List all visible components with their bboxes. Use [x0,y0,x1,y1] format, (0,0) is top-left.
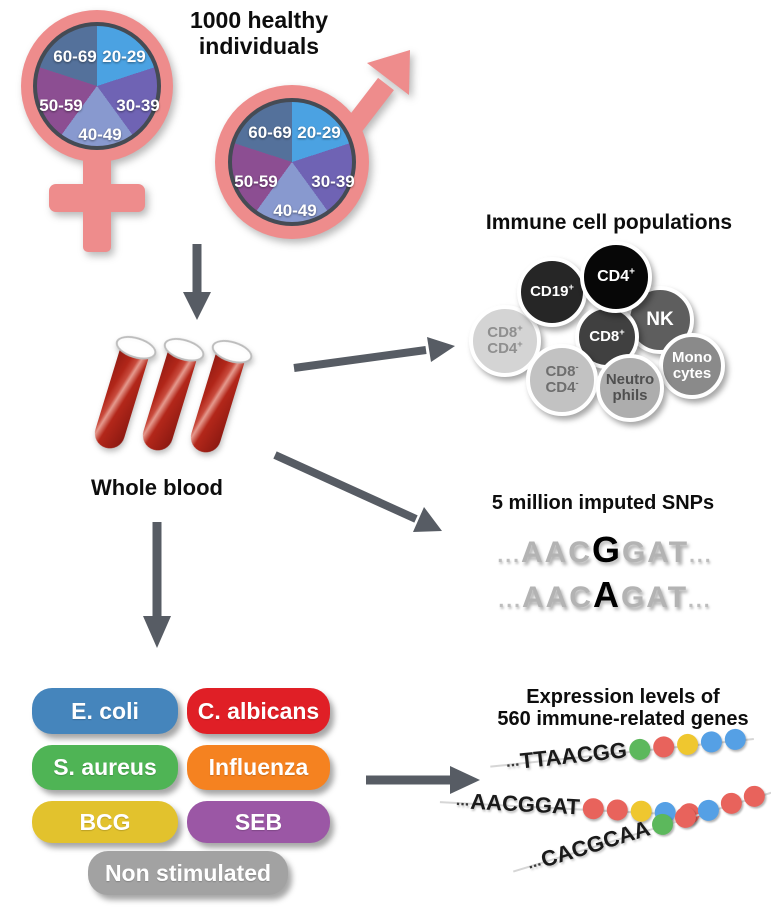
cell-neutrophils: Neutro phils [596,354,664,422]
stimulus-e-coli: E. coli [32,688,178,734]
gene-strand: ... TTAACGG [505,725,748,776]
pie-label: 60-69 [53,47,97,66]
arrow-to-expression [366,766,480,794]
stimulus-label: Influenza [208,754,309,780]
stimulus-label: E. coli [71,697,139,724]
stimulus-label: C. albicans [197,697,320,724]
stimulus-bcg: BCG [32,801,178,843]
snp-sequences: ...AACGGAT... ...AACAGAT... [455,530,755,620]
pie-label: 50-59 [234,172,278,191]
green-dot [628,737,652,761]
red-dot [582,797,605,820]
arrow-to-snps [273,451,442,532]
blue-dot [700,729,724,753]
stimulus-label: Non stimulated [104,859,272,886]
arrow-down-to-blood [183,244,211,320]
pie-label: 60-69 [248,123,292,142]
whole-blood-label: Whole blood [91,475,223,500]
male-icon: 20-29 30-39 40-49 50-59 60-69 [200,30,430,260]
red-dot [606,798,629,821]
cell-cd8n-cd4n: CD8- CD4- [526,344,598,416]
red-dot [652,734,676,758]
cell-cd4: CD4+ [580,241,652,313]
stimulus-label: SEB [234,808,283,835]
study-title-line1: 1000 healthy [189,7,329,33]
stimulus-s-aureus: S. aureus [32,745,178,790]
blood-tube [187,335,256,457]
female-icon: 20-29 30-39 40-49 50-59 60-69 [0,0,260,270]
green-dot [649,810,676,838]
arrow-to-immune-cells [293,337,455,372]
red-dot [717,789,745,817]
strand-dots [626,727,748,761]
cell-label: CD4+ [487,339,523,357]
expression-heading-line1: Expression levels of [526,686,720,708]
study-title-line2: individuals [198,32,320,59]
strand-sequence: AACGGAT [469,788,581,820]
arrow-down-to-stimuli [143,522,171,648]
cell-label: CD4+ [597,266,635,286]
snp-sequence-row: ...AACAGAT... [498,574,712,615]
blue-dot [724,727,748,751]
red-dot [672,803,699,831]
tube-cap [112,331,160,364]
strand-dots [646,782,768,838]
pie-label: 40-49 [273,201,317,220]
tube-cap [208,335,256,368]
yellow-dot [676,732,700,756]
stimulus-label: S. aureus [53,754,157,780]
cell-label: CD8+ [487,322,523,341]
cell-label: NK [646,308,674,330]
female-cross-horizontal [49,184,145,212]
pie-label: 30-39 [116,96,160,115]
expression-heading-line2: 560 immune-related genes [497,708,749,731]
stimulus-seb: SEB [187,801,330,843]
cell-label: Neutro [605,370,655,388]
strand-sequence: CACGCAA [537,815,653,873]
cell-monocytes: Mono cytes [659,333,725,399]
pie-label: 30-39 [311,172,355,191]
study-title: 1000 healthy individuals [159,7,359,60]
cell-label: CD19+ [530,281,574,300]
stimulus-non-stimulated: Non stimulated [88,851,288,895]
stimulus-label: BCG [79,808,131,835]
pie-label: 40-49 [78,125,122,144]
blood-tubes-icon [91,331,277,468]
cell-label: cytes [672,365,712,382]
snp-sequence-row: ...AACGGAT... [497,529,713,570]
snp-variant-allele: G [591,529,622,570]
male-age-pie: 20-29 30-39 40-49 50-59 60-69 [228,98,356,226]
pie-label: 50-59 [39,96,83,115]
snps-heading: 5 million imputed SNPs [491,492,715,514]
pie-label: 20-29 [297,123,341,142]
cell-label: CD8- [545,361,579,380]
expression-heading: Expression levels of 560 immune-related … [465,686,771,731]
cell-label: CD8+ [589,326,625,345]
immune-cells-heading: Immune cell populations [485,211,733,234]
cell-label: Mono [672,348,712,366]
blue-dot [694,796,722,824]
cell-label: phils [612,387,648,404]
pie-label: 20-29 [102,47,146,66]
cell-label: CD4- [545,378,579,396]
female-age-pie: 20-29 30-39 40-49 50-59 60-69 [33,22,161,150]
red-dot [740,782,768,810]
tube-cap [160,333,208,366]
stimulus-influenza: Influenza [187,745,330,790]
strand-sequence: TTAACGG [518,737,629,774]
snp-variant-allele: A [592,574,621,615]
stimulus-c-albicans: C. albicans [187,688,330,734]
cell-cd19: CD19+ [517,257,587,327]
